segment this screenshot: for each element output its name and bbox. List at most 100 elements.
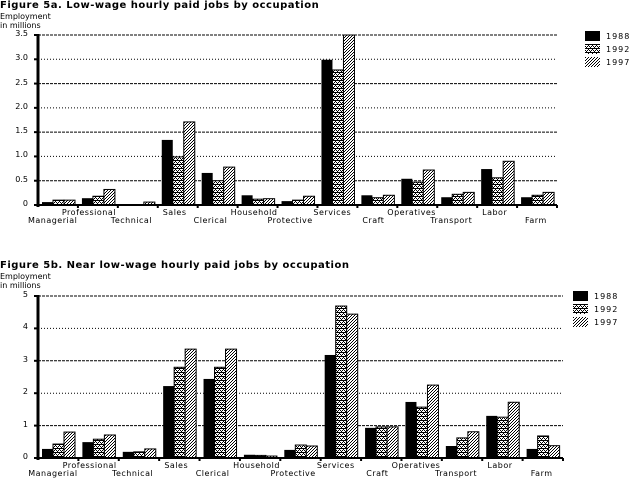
- fig-b-bar-sales-1988: [163, 386, 175, 458]
- fig-b-bar-clerical-1988: [203, 378, 215, 458]
- fig-b-ytick-label: 4: [22, 322, 28, 332]
- fig-a-bar-labor-1988: [481, 169, 493, 205]
- fig-a-category-label-farm: Farm: [525, 216, 547, 225]
- fig-b-bar-operatives-1988: [405, 401, 417, 458]
- figure-a-ylabel-line2: in millions: [0, 21, 41, 30]
- fig-b-bar-craft-1992: [375, 426, 388, 459]
- fig-b-bar-household-1988: [243, 454, 255, 458]
- fig-a-legend-item-1997: 1997: [585, 56, 630, 68]
- fig-a-legend-swatch-solid: [585, 31, 600, 41]
- fig-a-legend-label: 1997: [606, 57, 631, 67]
- fig-b-bar-farm-1992: [537, 435, 550, 459]
- fig-b-category-label-labor: Labor: [487, 461, 513, 470]
- fig-b-bar-operatives-1992: [415, 406, 428, 459]
- fig-b-bar-managerial-1988: [42, 448, 53, 458]
- fig-b-category-label-household: Household: [233, 461, 280, 470]
- fig-a-ytick-label: 2.0: [15, 101, 28, 111]
- fig-a-legend-label: 1992: [606, 44, 631, 54]
- fig-a-legend-swatch-checker: [585, 44, 600, 54]
- figure-b-title: Figure 5b. Near low-wage hourly paid job…: [0, 260, 350, 271]
- fig-b-legend-label: 1992: [594, 304, 619, 314]
- fig-a-bar-operatives-1988: [401, 178, 413, 205]
- fig-b-bar-professional-1997: [103, 434, 116, 459]
- fig-a-category-label-labor: Labor: [482, 208, 508, 217]
- fig-b-legend-swatch-checker: [573, 304, 588, 314]
- figure-b-ylabel: Employment in millions: [0, 272, 51, 290]
- fig-a-category-label-clerical: Clerical: [193, 216, 228, 225]
- fig-b-bar-transport-1988: [445, 446, 457, 458]
- figure-a-ylabel-line1: Employment: [0, 12, 51, 21]
- fig-b-bar-labor-1992: [496, 416, 509, 459]
- fig-b-ytick-label: 5: [22, 290, 28, 299]
- fig-a-bar-craft-1988: [361, 195, 373, 205]
- fig-b-category-label-sales: Sales: [164, 461, 189, 470]
- fig-a-category-label-services: Services: [313, 208, 352, 217]
- fig-a-bar-professional-1988: [81, 198, 93, 205]
- fig-b-bar-craft-1988: [365, 427, 377, 458]
- fig-a-ytick-label: 2.5: [15, 77, 28, 87]
- fig-b-bar-labor-1988: [486, 415, 498, 458]
- fig-a-category-label-managerial: Managerial: [27, 216, 78, 225]
- figure-b-ylabel-line1: Employment: [0, 272, 51, 281]
- fig-b-category-label-managerial: Managerial: [28, 469, 78, 478]
- fig-a-bar-protective-1988: [281, 201, 293, 205]
- fig-a-ytick-label: 1.5: [15, 126, 28, 136]
- fig-b-category-label-transport: Transport: [435, 469, 478, 478]
- fig-a-bar-services-1988: [321, 59, 333, 206]
- fig-a-category-label-professional: Professional: [61, 208, 116, 217]
- fig-b-bar-protective-1988: [284, 449, 296, 458]
- fig-b-bar-managerial-1992: [52, 443, 65, 459]
- fig-b-bar-transport-1997: [467, 431, 480, 459]
- fig-a-ytick-label: 1.0: [15, 150, 28, 160]
- fig-b-bar-farm-1997: [548, 445, 561, 459]
- fig-b-bar-technical-1997: [144, 448, 157, 459]
- fig-b-bar-professional-1992: [92, 438, 105, 459]
- fig-b-ytick-label: 0: [22, 452, 28, 461]
- figure-a-chart: 0 0.5 1.0 1.5 2.0 2.5 3.0 3.5 Managerial Professi…: [15, 29, 630, 225]
- fig-b-category-label-professional: Professional: [62, 461, 117, 470]
- fig-a-category-label-operatives: Operatives: [387, 208, 436, 217]
- fig-b-bar-services-1997: [346, 313, 359, 459]
- fig-a-bar-transport-1988: [441, 197, 453, 205]
- fig-b-bar-clerical-1997: [225, 348, 238, 459]
- fig-b-legend-item-1988: 1988: [573, 290, 618, 302]
- fig-a-category-label-craft: Craft: [362, 216, 385, 225]
- fig-a-ytick-label: 0.5: [15, 174, 28, 184]
- fig-b-bar-managerial-1997: [63, 431, 76, 459]
- fig-b-bar-labor-1997: [507, 401, 520, 459]
- fig-b-bar-farm-1988: [526, 448, 538, 458]
- fig-b-bar-sales-1992: [173, 366, 186, 459]
- fig-b-bar-clerical-1992: [214, 366, 227, 459]
- fig-a-ytick-label: 0: [22, 199, 28, 208]
- fig-b-category-label-technical: Technical: [111, 469, 154, 478]
- fig-b-bar-sales-1997: [184, 348, 197, 459]
- fig-a-ytick-label: 3.5: [15, 29, 28, 38]
- fig-a-bar-sales-1988: [161, 139, 173, 205]
- fig-b-legend-label: 1988: [594, 291, 619, 301]
- fig-a-bar-household-1988: [241, 195, 253, 205]
- fig-a-category-label-transport: Transport: [430, 216, 473, 225]
- figure-a-title: Figure 5a. Low-wage hourly paid jobs by …: [0, 0, 320, 11]
- fig-a-legend: 1988 1992 1997: [585, 30, 630, 69]
- fig-b-ytick-label: 2: [22, 387, 28, 397]
- fig-b-category-label-protective: Protective: [270, 469, 316, 478]
- fig-b-bar-craft-1997: [386, 426, 399, 459]
- fig-b-category-label-farm: Farm: [530, 469, 553, 478]
- fig-b-legend: 1988 1992 1997: [573, 290, 618, 329]
- fig-b-bar-services-1988: [324, 354, 336, 458]
- fig-b-legend-item-1992: 1992: [573, 303, 618, 315]
- fig-b-bar-protective-1992: [294, 444, 307, 459]
- fig-b-legend-label: 1997: [594, 317, 619, 327]
- fig-b-bar-transport-1992: [456, 437, 469, 459]
- fig-b-ytick-label: 1: [22, 419, 28, 429]
- fig-a-category-label-sales: Sales: [162, 208, 187, 217]
- fig-a-category-label-technical: Technical: [110, 216, 153, 225]
- fig-b-bar-protective-1997: [305, 445, 318, 459]
- fig-a-bar-managerial-1988: [42, 202, 53, 205]
- fig-b-legend-item-1997: 1997: [573, 316, 618, 328]
- fig-b-bar-professional-1988: [82, 442, 94, 458]
- fig-a-legend-swatch-dots: [585, 57, 600, 67]
